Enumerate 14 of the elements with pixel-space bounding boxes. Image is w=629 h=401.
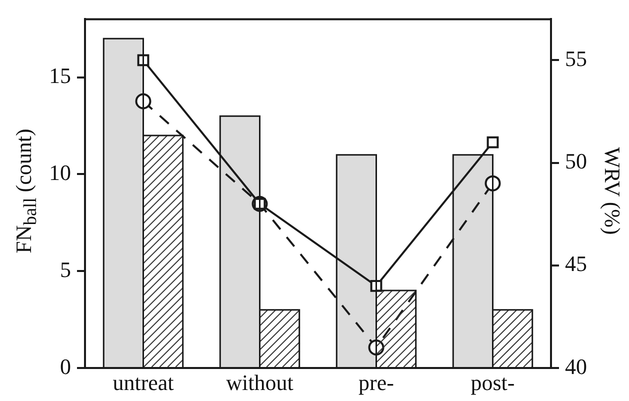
y-tick-label: 15 — [49, 63, 71, 88]
x-tick-label: without — [226, 370, 294, 395]
x-tick-label: pre- — [358, 370, 394, 395]
y2-tick-label: 45 — [565, 251, 587, 276]
x-tick-label: post- — [470, 370, 515, 395]
x-tick-label: untreat — [112, 370, 174, 395]
y2-tick-label: 50 — [565, 148, 587, 174]
y2-tick-label: 55 — [565, 46, 587, 72]
y-tick-label: 0 — [60, 354, 71, 379]
y-tick-label: 10 — [49, 160, 71, 186]
y2-axis-title: WRV (%) — [599, 147, 625, 235]
y2-tick-label: 40 — [565, 354, 587, 379]
y-tick-label: 5 — [60, 256, 71, 282]
point — [486, 136, 499, 148]
